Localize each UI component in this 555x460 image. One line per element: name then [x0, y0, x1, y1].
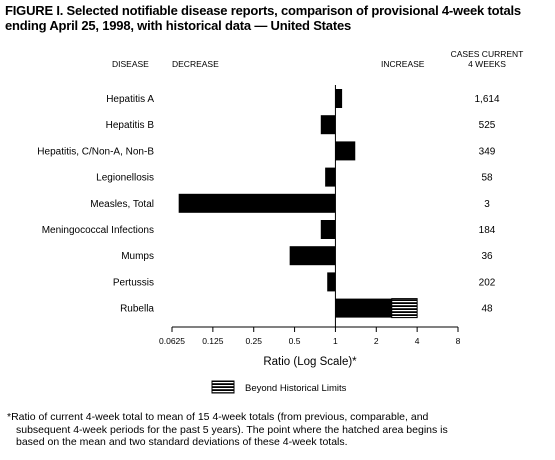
x-axis-title: Ratio (Log Scale)*	[263, 356, 357, 368]
cases-value: 1,614	[474, 94, 499, 105]
disease-label: Pertussis	[113, 277, 154, 288]
footnote-line-1: *Ratio of current 4-week total to mean o…	[7, 411, 429, 423]
ratio-bar	[320, 115, 336, 135]
x-tick-label: 4	[415, 336, 420, 346]
cases-value: 525	[479, 120, 496, 131]
cases-value: 36	[481, 251, 493, 262]
disease-label: Meningococcal Infections	[42, 225, 154, 236]
x-tick-label: 0.25	[245, 336, 262, 346]
beyond-limits-hatch	[391, 298, 418, 319]
x-tick-label: 8	[456, 336, 461, 346]
cases-value: 3	[484, 199, 490, 210]
disease-label: Rubella	[120, 304, 154, 315]
disease-label: Hepatitis A	[106, 94, 154, 105]
disease-label: Hepatitis B	[106, 120, 155, 131]
header-increase: INCREASE	[381, 59, 425, 69]
footnote-line-2: subsequent 4-week periods for the past 5…	[16, 423, 448, 436]
disease-label: Legionellosis	[96, 173, 154, 184]
ratio-bar	[335, 141, 356, 161]
footnote: *Ratio of current 4-week total to mean o…	[7, 411, 547, 449]
ratio-bar	[289, 246, 336, 266]
disease-label: Mumps	[121, 251, 154, 262]
header-cases-line-2: 4 WEEKS	[468, 59, 506, 69]
cases-value: 202	[479, 277, 496, 288]
ratio-bar	[335, 89, 343, 108]
disease-label: Hepatitis, C/Non-A, Non-B	[37, 146, 154, 157]
figure-title: FIGURE I. Selected notifiable disease re…	[5, 3, 525, 33]
header-disease: DISEASE	[112, 59, 149, 69]
cases-value: 58	[481, 173, 493, 184]
footnote-line-3: based on the mean and two standard devia…	[16, 436, 348, 448]
x-tick-label: 0.125	[202, 336, 224, 346]
legend-label: Beyond Historical Limits	[245, 383, 347, 394]
ratio-bar	[327, 272, 336, 292]
x-tick-label: 2	[374, 336, 379, 346]
disease-label: Measles, Total	[90, 199, 154, 210]
x-tick-label: 0.5	[289, 336, 301, 346]
ratio-bar	[178, 193, 336, 213]
cases-value: 184	[479, 225, 496, 236]
cases-value: 349	[479, 146, 496, 157]
x-tick-label: 0.0625	[159, 336, 185, 346]
ratio-bar	[325, 167, 336, 187]
title-line-1: FIGURE I. Selected notifiable disease re…	[5, 3, 521, 18]
x-tick-label: 1	[333, 336, 338, 346]
header-decrease: DECREASE	[172, 59, 219, 69]
cases-value: 48	[481, 304, 493, 315]
header-cases-line-1: CASES CURRENT	[451, 49, 524, 59]
ratio-bar	[320, 220, 336, 239]
legend-swatch	[211, 380, 235, 394]
title-line-2: ending April 25, 1998, with historical d…	[5, 18, 352, 33]
